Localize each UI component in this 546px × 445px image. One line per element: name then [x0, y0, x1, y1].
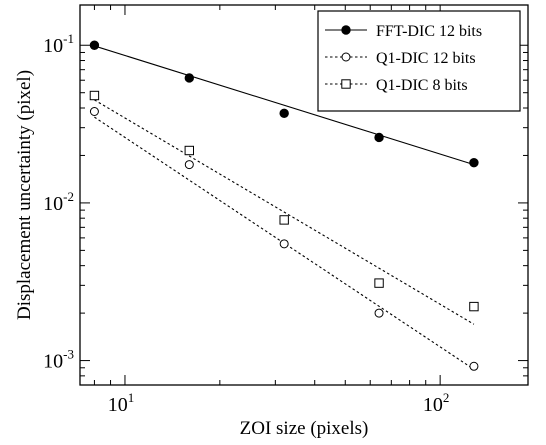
- tick-labels: 101 102 10-1 10-2 10-3: [43, 31, 449, 416]
- series-2-fit-line: [94, 116, 475, 370]
- y-axis-label: Displacement uncertainty (pixel): [14, 70, 35, 320]
- series-2-point: [469, 361, 479, 371]
- series-2-point: [184, 160, 194, 170]
- x-tick-label: 101: [108, 390, 135, 416]
- series-2-point: [89, 107, 99, 117]
- series-3-point: [279, 215, 289, 225]
- legend-marker-3: [341, 79, 351, 89]
- series-2-point: [374, 308, 384, 318]
- series-1-point: [469, 157, 479, 168]
- series-1-point: [374, 132, 384, 143]
- series-3-fit-line: [94, 99, 475, 325]
- series-1-point: [279, 108, 289, 119]
- legend: FFT-DIC 12 bits Q1-DIC 12 bits Q1-DIC 8 bi…: [317, 10, 521, 112]
- y-tick-label: 10-1: [43, 31, 74, 57]
- legend-label-1: FFT-DIC 12 bits: [376, 23, 482, 40]
- markers: [89, 40, 479, 371]
- ticks: [80, 5, 528, 386]
- legend-items: FFT-DIC 12 bits Q1-DIC 12 bits Q1-DIC 8 bi…: [325, 23, 482, 94]
- y-tick-label: 10-2: [43, 189, 74, 215]
- legend-label-2: Q1-DIC 12 bits: [376, 50, 476, 67]
- fit-lines: [94, 45, 475, 370]
- series-1-fit-line: [94, 45, 475, 166]
- series-3-point: [374, 278, 384, 288]
- plot-frame: [79, 4, 529, 386]
- series-1-point: [184, 73, 194, 83]
- series-3-point: [184, 145, 194, 156]
- series-2-point: [279, 239, 289, 249]
- x-tick-label: 102: [423, 390, 450, 416]
- legend-marker-1: [341, 25, 351, 35]
- legend-box: [317, 10, 521, 112]
- x-axis-label: ZOI size (pixels): [240, 418, 369, 439]
- series-3-point: [89, 90, 100, 101]
- legend-label-3: Q1-DIC 8 bits: [376, 77, 468, 94]
- y-tick-label: 10-3: [43, 347, 74, 373]
- series-1-point: [89, 40, 100, 50]
- series-3-point: [469, 301, 479, 312]
- legend-marker-2: [341, 52, 351, 62]
